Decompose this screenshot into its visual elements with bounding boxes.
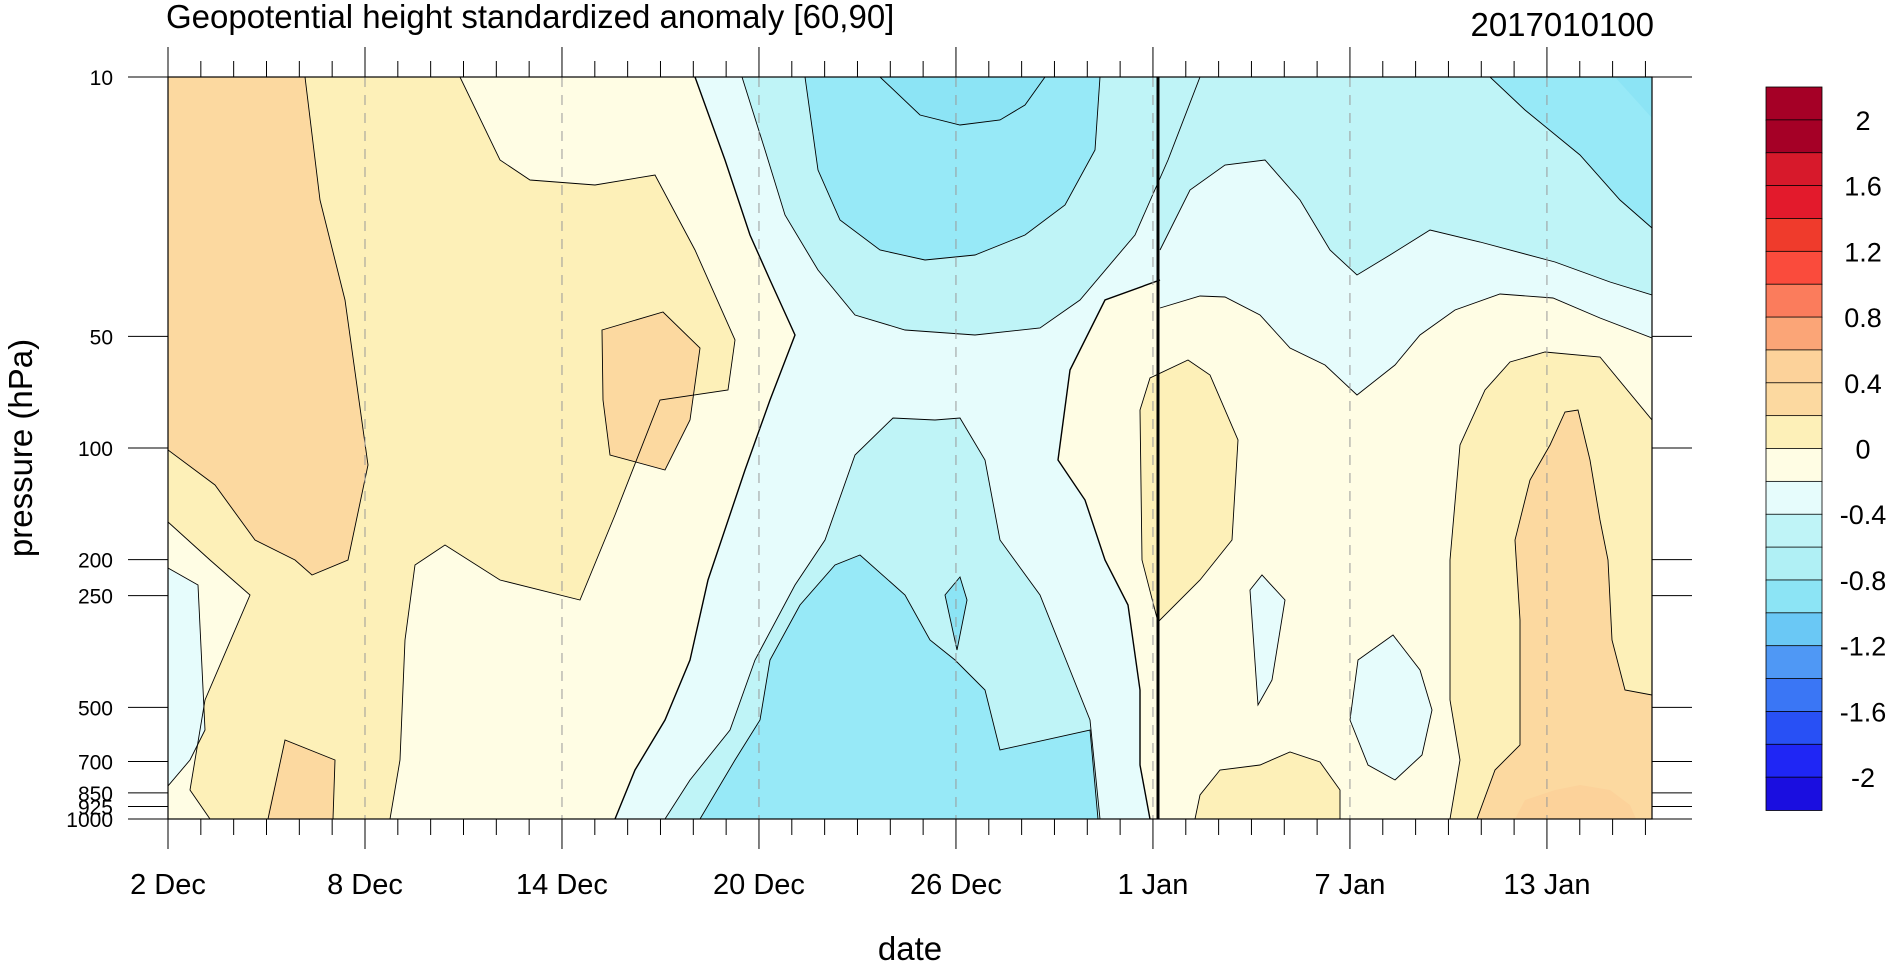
y-tick-label: 250 — [78, 586, 113, 609]
colorbar-swatch — [1765, 382, 1823, 417]
colorbar-tick-label: -1.6 — [1840, 697, 1887, 727]
colorbar-tick-label: -0.8 — [1840, 566, 1887, 596]
y-tick-label: 700 — [78, 752, 113, 775]
colorbar-swatch — [1765, 612, 1823, 647]
cool-core-lower — [700, 555, 1098, 819]
colorbar-swatch — [1765, 119, 1823, 154]
colorbar-swatch — [1765, 579, 1823, 614]
y-tick-label: 500 — [78, 697, 113, 720]
x-tick-label: 13 Jan — [1503, 869, 1590, 901]
colorbar-tick-label: 0.8 — [1844, 303, 1882, 333]
warm-region-left-strong — [168, 77, 368, 575]
y-tick-label: 10 — [90, 67, 113, 90]
y-tick-label: 200 — [78, 550, 113, 573]
colorbar-swatch — [1765, 678, 1823, 713]
y-tick-label: 50 — [90, 326, 113, 349]
cool-region-right — [1160, 77, 1652, 295]
x-axis-label: date — [878, 930, 942, 963]
colorbar-swatch — [1765, 349, 1823, 384]
colorbar-swatch — [1765, 283, 1823, 318]
contour-fills — [168, 77, 1652, 819]
chart-title: Geopotential height standardized anomaly… — [166, 0, 894, 35]
x-ticks: 2 Dec 8 Dec 14 Dec 20 Dec 26 Dec 1 Jan 7 Jan 13… — [130, 47, 1646, 901]
colorbar: 2 1.6 1.2 0.8 0.4 0 -0.4 -0.8 -1.2 -1.6 -2 — [1765, 86, 1887, 811]
cool-core-spot — [945, 577, 967, 650]
colorbar-swatch — [1765, 546, 1823, 581]
contour-lines — [168, 77, 1652, 819]
colorbar-swatch — [1765, 480, 1823, 516]
cool-patch-right-1 — [1250, 575, 1285, 705]
colorbar-swatch — [1765, 86, 1823, 121]
colorbar-swatch — [1765, 415, 1823, 450]
x-tick-label: 20 Dec — [713, 869, 805, 901]
colorbar-tick-label: 2 — [1855, 106, 1870, 136]
cool-core-right-top — [1615, 77, 1652, 118]
x-tick-label: 14 Dec — [516, 869, 608, 901]
colorbar-swatch — [1765, 743, 1823, 779]
colorbar-swatch — [1765, 448, 1823, 483]
y-tick-label: 925 — [78, 796, 113, 819]
x-tick-label: 1 Jan — [1117, 869, 1188, 901]
colorbar-swatch — [1765, 513, 1823, 548]
x-tick-label: 2 Dec — [130, 869, 206, 901]
x-tick-label: 7 Jan — [1314, 869, 1385, 901]
colorbar-tick-label: -0.4 — [1840, 500, 1887, 530]
colorbar-swatch — [1765, 250, 1823, 286]
x-tick-label: 8 Dec — [327, 869, 403, 901]
colorbar-tick-label: 1.2 — [1844, 237, 1882, 267]
cool-core-upper-inner — [880, 77, 1045, 125]
cool-patch-right-2 — [1350, 635, 1432, 780]
warm-core-right — [1477, 410, 1652, 819]
y-tick-label: 850 — [78, 783, 113, 806]
colorbar-swatch — [1765, 711, 1823, 746]
date-stamp: 2017010100 — [1470, 6, 1654, 43]
warm-core-right-inner — [1515, 785, 1636, 819]
warm-region-right-1jan — [1140, 360, 1238, 622]
colorbar-swatch — [1765, 152, 1823, 187]
y-tick-label: 100 — [78, 438, 113, 461]
colorbar-swatch — [1765, 185, 1823, 220]
y-axis-label: pressure (hPa) — [2, 339, 39, 557]
colorbar-swatch — [1765, 776, 1823, 811]
warm-patch-mid — [602, 312, 700, 470]
colorbar-swatch — [1765, 645, 1823, 680]
colorbar-swatch — [1765, 316, 1823, 351]
warm-patch-bottom — [268, 740, 335, 819]
colorbar-tick-label: -1.2 — [1840, 632, 1887, 662]
colorbar-tick-label: 0.4 — [1844, 369, 1882, 399]
colorbar-tick-label: -2 — [1851, 763, 1875, 793]
colorbar-tick-label: 1.6 — [1844, 172, 1882, 202]
y-tick-label: 1000 — [66, 809, 113, 832]
colorbar-tick-label: 0 — [1855, 435, 1870, 465]
cool-core-upper — [805, 77, 1100, 260]
x-grid — [364, 77, 1548, 819]
x-tick-label: 26 Dec — [910, 869, 1002, 901]
cool-patch-left — [168, 568, 205, 786]
colorbar-swatch — [1765, 218, 1823, 253]
